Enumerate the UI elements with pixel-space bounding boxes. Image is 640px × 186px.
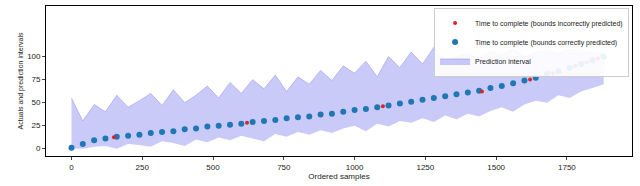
svg-text:1250: 1250 <box>416 163 434 172</box>
svg-text:750: 750 <box>277 163 291 172</box>
svg-text:Ordered samples: Ordered samples <box>308 172 369 181</box>
svg-text:50: 50 <box>32 98 41 107</box>
svg-text:1750: 1750 <box>558 163 576 172</box>
svg-text:0: 0 <box>36 144 41 153</box>
svg-text:75: 75 <box>32 75 41 84</box>
svg-text:Prediction interval: Prediction interval <box>475 58 531 65</box>
svg-text:0: 0 <box>69 163 74 172</box>
svg-text:25: 25 <box>32 121 41 130</box>
svg-text:500: 500 <box>206 163 220 172</box>
svg-text:Actuals and prediction interva: Actuals and prediction intervals <box>17 32 25 129</box>
svg-text:Time to complete (bounds incor: Time to complete (bounds incorrectly pre… <box>475 20 623 28</box>
svg-text:Time to complete (bounds corre: Time to complete (bounds correctly predi… <box>475 39 617 47</box>
svg-text:1000: 1000 <box>346 163 364 172</box>
svg-text:1500: 1500 <box>487 163 505 172</box>
svg-text:250: 250 <box>136 163 150 172</box>
svg-text:100: 100 <box>27 52 41 61</box>
